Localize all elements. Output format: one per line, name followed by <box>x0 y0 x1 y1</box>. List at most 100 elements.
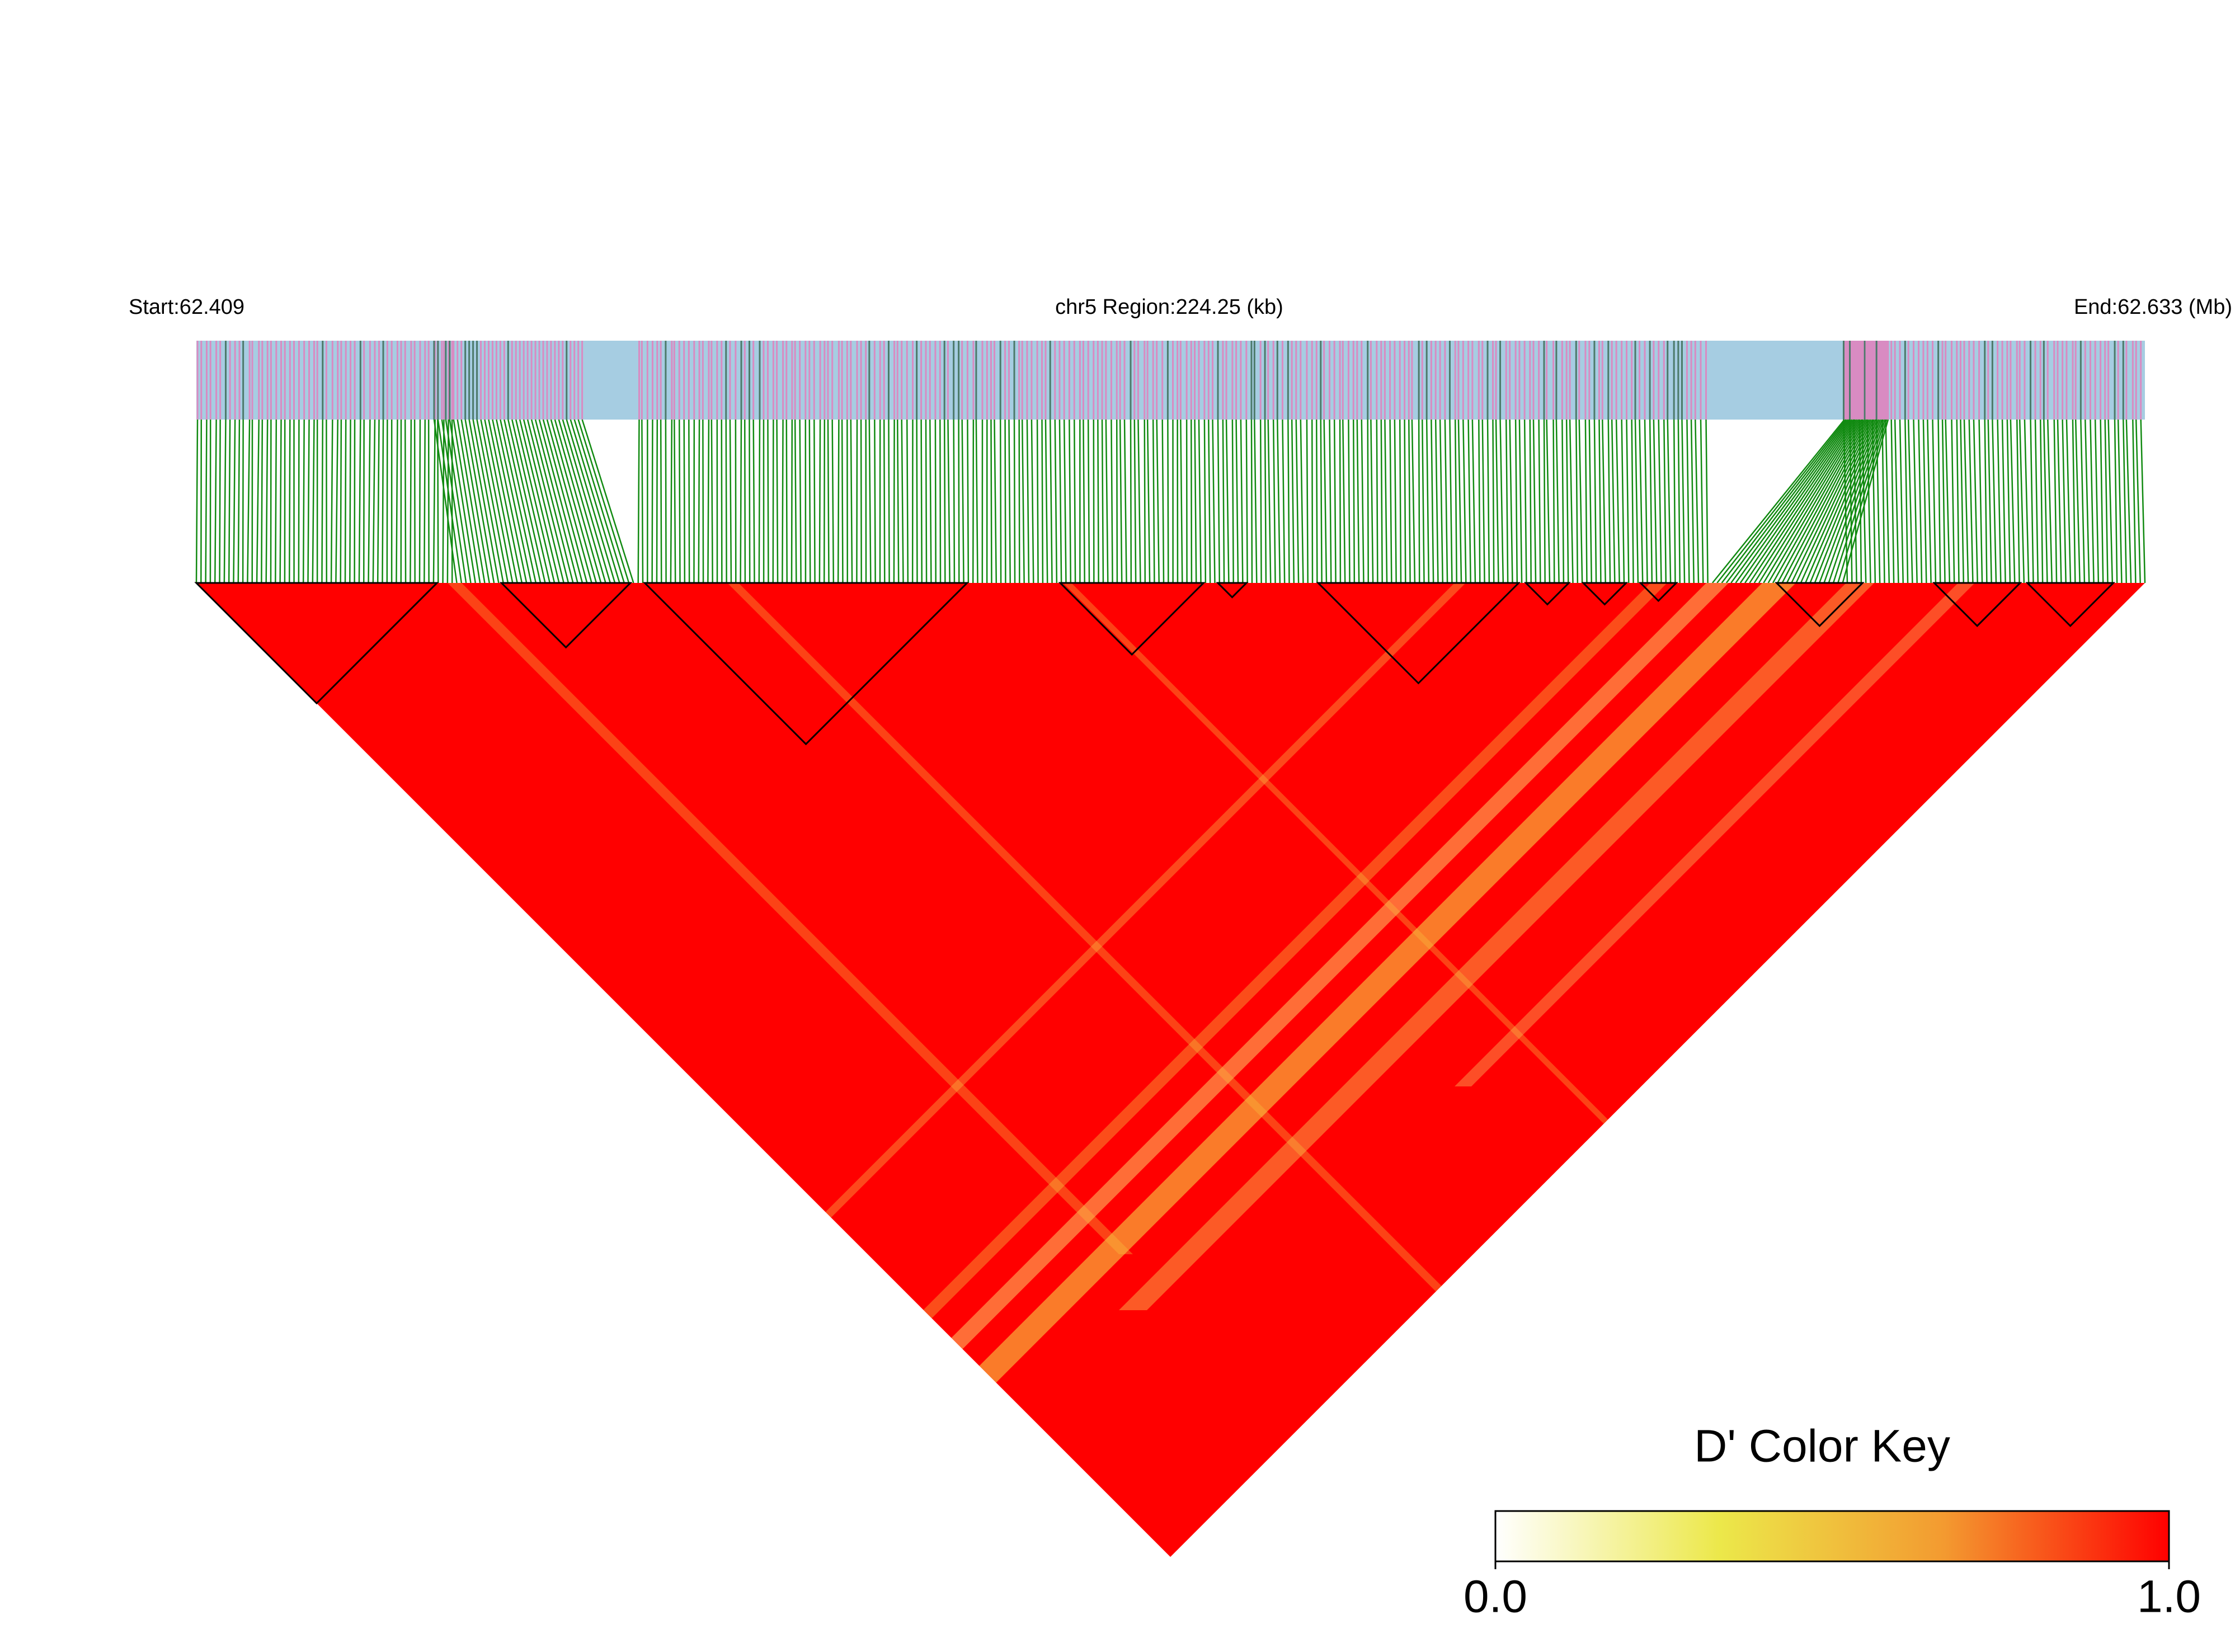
snp-link <box>460 419 490 583</box>
snp-link <box>1462 419 1467 583</box>
snp-link <box>1786 419 1870 583</box>
snp-link <box>492 419 528 583</box>
snp-link <box>2006 419 2011 583</box>
snp-link <box>1478 419 1481 583</box>
snp-link <box>1083 419 1085 583</box>
snp-link <box>1711 419 1845 583</box>
snp-link <box>1690 419 1695 583</box>
snp-link <box>1532 419 1537 583</box>
snp-link <box>442 419 445 583</box>
snp-link <box>1272 419 1276 583</box>
stripe <box>811 583 1667 1422</box>
snp-link <box>1543 419 1546 583</box>
snp-link <box>1565 419 1569 583</box>
snp-link <box>1922 419 1927 583</box>
snp-link <box>1264 419 1267 583</box>
stripe <box>1455 583 1975 1086</box>
snp-link <box>1730 419 1852 583</box>
snp-link <box>404 419 407 583</box>
snp-link <box>1584 419 1588 583</box>
stripe <box>727 583 1578 1422</box>
snp-link <box>437 419 463 583</box>
snp-link <box>1968 419 1974 583</box>
snp-link <box>868 419 872 583</box>
snp-link <box>2039 419 2044 583</box>
snp-link <box>1881 419 1885 583</box>
snp-link <box>2057 419 2062 583</box>
snp-link <box>1245 419 1248 583</box>
snp-link <box>2094 419 2100 583</box>
snp-link <box>1492 419 1495 583</box>
snp-link <box>1348 419 1351 583</box>
snp-ticks <box>196 341 2142 420</box>
snp-link <box>1904 419 1909 583</box>
snp-link <box>823 419 826 583</box>
ld-block <box>499 582 633 649</box>
snp-link <box>1598 419 1602 583</box>
snp-link <box>247 419 251 583</box>
snp-link <box>1951 419 1955 583</box>
snp-link <box>641 419 644 583</box>
snp-link <box>637 419 640 583</box>
snp-link <box>530 419 574 583</box>
snp-link <box>279 419 282 583</box>
snp-link <box>573 419 625 583</box>
snp-link <box>1653 419 1658 583</box>
snp-link <box>1394 419 1397 583</box>
snp-link <box>515 419 556 583</box>
snp-link <box>1008 419 1011 583</box>
snp-link <box>504 419 542 583</box>
snp-link <box>2107 419 2114 583</box>
snp-link <box>577 419 630 583</box>
snp-link <box>538 419 584 583</box>
snp-link <box>1772 419 1866 583</box>
snp-link <box>307 419 310 583</box>
snp-link <box>1791 419 1872 583</box>
snp-link <box>453 419 481 583</box>
snp-link <box>896 419 900 583</box>
snp-link <box>1963 419 1969 583</box>
stripe <box>448 583 1133 1254</box>
snp-link <box>1481 419 1485 583</box>
snp-link <box>1721 419 1848 583</box>
snp-link <box>2123 419 2127 583</box>
snp-link <box>1575 419 1579 583</box>
snp-link <box>1119 419 1123 583</box>
snp-link <box>893 419 895 583</box>
snp-link <box>1018 419 1020 583</box>
snp-link <box>1927 419 1932 583</box>
snp-link <box>1198 419 1202 583</box>
snp-link <box>2034 419 2039 583</box>
snp-link <box>2104 419 2109 583</box>
snp-link <box>1231 419 1234 583</box>
snp-link <box>1700 419 1704 583</box>
snp-link <box>1695 419 1700 583</box>
snp-link <box>1306 419 1309 583</box>
snp-link <box>1499 419 1504 583</box>
snp-link <box>1044 419 1048 583</box>
ld-block <box>1316 582 1521 685</box>
snp-link <box>1984 419 1988 583</box>
snp-link <box>1828 419 1884 583</box>
snp-link <box>1454 419 1457 583</box>
snp-link <box>2074 419 2081 583</box>
snp-link <box>794 419 797 583</box>
snp-link <box>2053 419 2058 583</box>
ld-stripes <box>448 583 1975 1534</box>
snp-link <box>1578 419 1583 583</box>
snp-link <box>457 419 486 583</box>
snp-link <box>1634 419 1639 583</box>
snp-link <box>1705 419 1709 583</box>
snp-links <box>195 419 2146 583</box>
snp-link <box>2132 419 2137 583</box>
snp-link <box>424 419 426 583</box>
snp-link <box>837 419 840 583</box>
snp-link <box>1342 419 1346 583</box>
snp-link <box>1161 419 1165 583</box>
snp-link <box>1222 419 1225 583</box>
ld-block <box>1523 582 1571 606</box>
snp-link <box>1434 419 1439 583</box>
snp-link <box>546 419 592 583</box>
snp-link <box>511 419 550 583</box>
snp-link <box>1399 419 1402 583</box>
